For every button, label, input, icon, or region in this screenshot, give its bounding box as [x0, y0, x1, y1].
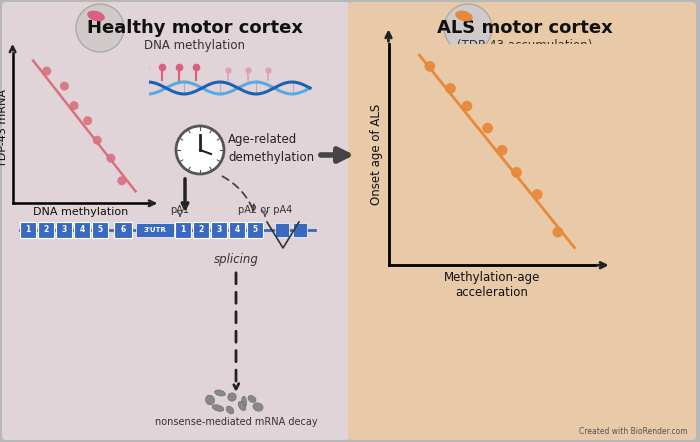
Point [552, 229, 564, 236]
Text: 1: 1 [181, 225, 186, 235]
FancyBboxPatch shape [211, 222, 227, 238]
Point [41, 68, 52, 75]
Text: nonsense-mediated mRNA decay: nonsense-mediated mRNA decay [155, 417, 317, 427]
Text: pA1: pA1 [171, 205, 190, 215]
Text: 2: 2 [43, 225, 48, 235]
FancyBboxPatch shape [193, 222, 209, 238]
FancyBboxPatch shape [56, 222, 72, 238]
FancyBboxPatch shape [114, 222, 132, 238]
Point [445, 85, 456, 92]
Ellipse shape [215, 390, 225, 396]
Text: Healthy motor cortex: Healthy motor cortex [87, 19, 303, 37]
FancyBboxPatch shape [348, 2, 696, 440]
Text: 5: 5 [97, 225, 103, 235]
Text: 4: 4 [234, 225, 239, 235]
Text: 6: 6 [120, 225, 125, 235]
Y-axis label: Onset age of ALS: Onset age of ALS [370, 104, 383, 206]
Circle shape [459, 11, 469, 21]
Text: TDP-43 gene: TDP-43 gene [18, 103, 97, 113]
Text: 5: 5 [253, 225, 258, 235]
Text: (TDP-43 accumulation): (TDP-43 accumulation) [457, 39, 593, 53]
Point [69, 102, 80, 109]
X-axis label: Methylation-age
acceleration: Methylation-age acceleration [444, 271, 540, 299]
Text: ALS motor cortex: ALS motor cortex [437, 19, 613, 37]
Text: 3'UTR: 3'UTR [144, 227, 167, 233]
Ellipse shape [238, 401, 246, 411]
FancyBboxPatch shape [293, 223, 307, 237]
Text: 1: 1 [25, 225, 31, 235]
Text: Created with BioRender.com: Created with BioRender.com [580, 427, 688, 436]
Ellipse shape [248, 396, 256, 403]
Y-axis label: TDP-43 mRNA: TDP-43 mRNA [0, 89, 8, 167]
Text: DNA methylation: DNA methylation [144, 39, 246, 53]
Point [105, 155, 116, 162]
Point [531, 191, 542, 198]
Point [82, 117, 93, 124]
X-axis label: DNA methylation: DNA methylation [33, 207, 129, 217]
FancyBboxPatch shape [2, 2, 350, 440]
Point [92, 137, 103, 144]
Text: 4: 4 [79, 225, 85, 235]
Point [496, 147, 507, 154]
Point [424, 63, 435, 70]
FancyBboxPatch shape [20, 222, 36, 238]
FancyBboxPatch shape [136, 223, 174, 237]
Circle shape [91, 11, 101, 21]
Ellipse shape [88, 11, 105, 21]
Circle shape [76, 4, 124, 52]
FancyBboxPatch shape [175, 222, 191, 238]
Text: 2: 2 [198, 225, 204, 235]
Ellipse shape [241, 396, 246, 408]
FancyBboxPatch shape [275, 223, 289, 237]
Circle shape [176, 126, 224, 174]
Ellipse shape [228, 393, 236, 401]
Point [116, 177, 127, 184]
Ellipse shape [206, 395, 214, 405]
Circle shape [444, 4, 492, 52]
FancyBboxPatch shape [38, 222, 54, 238]
Circle shape [436, 126, 480, 170]
FancyBboxPatch shape [229, 222, 245, 238]
Point [482, 125, 493, 132]
Text: Methylation-age
acceleration: Methylation-age acceleration [485, 130, 582, 161]
Text: Younger onset: Younger onset [488, 167, 572, 179]
Ellipse shape [455, 11, 472, 21]
Text: pA2 or pA4: pA2 or pA4 [238, 205, 292, 215]
FancyBboxPatch shape [247, 222, 263, 238]
Text: 3: 3 [216, 225, 222, 235]
FancyBboxPatch shape [74, 222, 90, 238]
Point [59, 83, 70, 90]
Ellipse shape [253, 403, 263, 411]
Point [461, 103, 472, 110]
Point [511, 169, 522, 176]
FancyBboxPatch shape [92, 222, 108, 238]
Text: 3: 3 [62, 225, 66, 235]
Ellipse shape [226, 406, 234, 414]
Text: Age-related
demethylation: Age-related demethylation [228, 133, 314, 164]
Text: splicing: splicing [214, 254, 258, 267]
Ellipse shape [212, 405, 224, 412]
